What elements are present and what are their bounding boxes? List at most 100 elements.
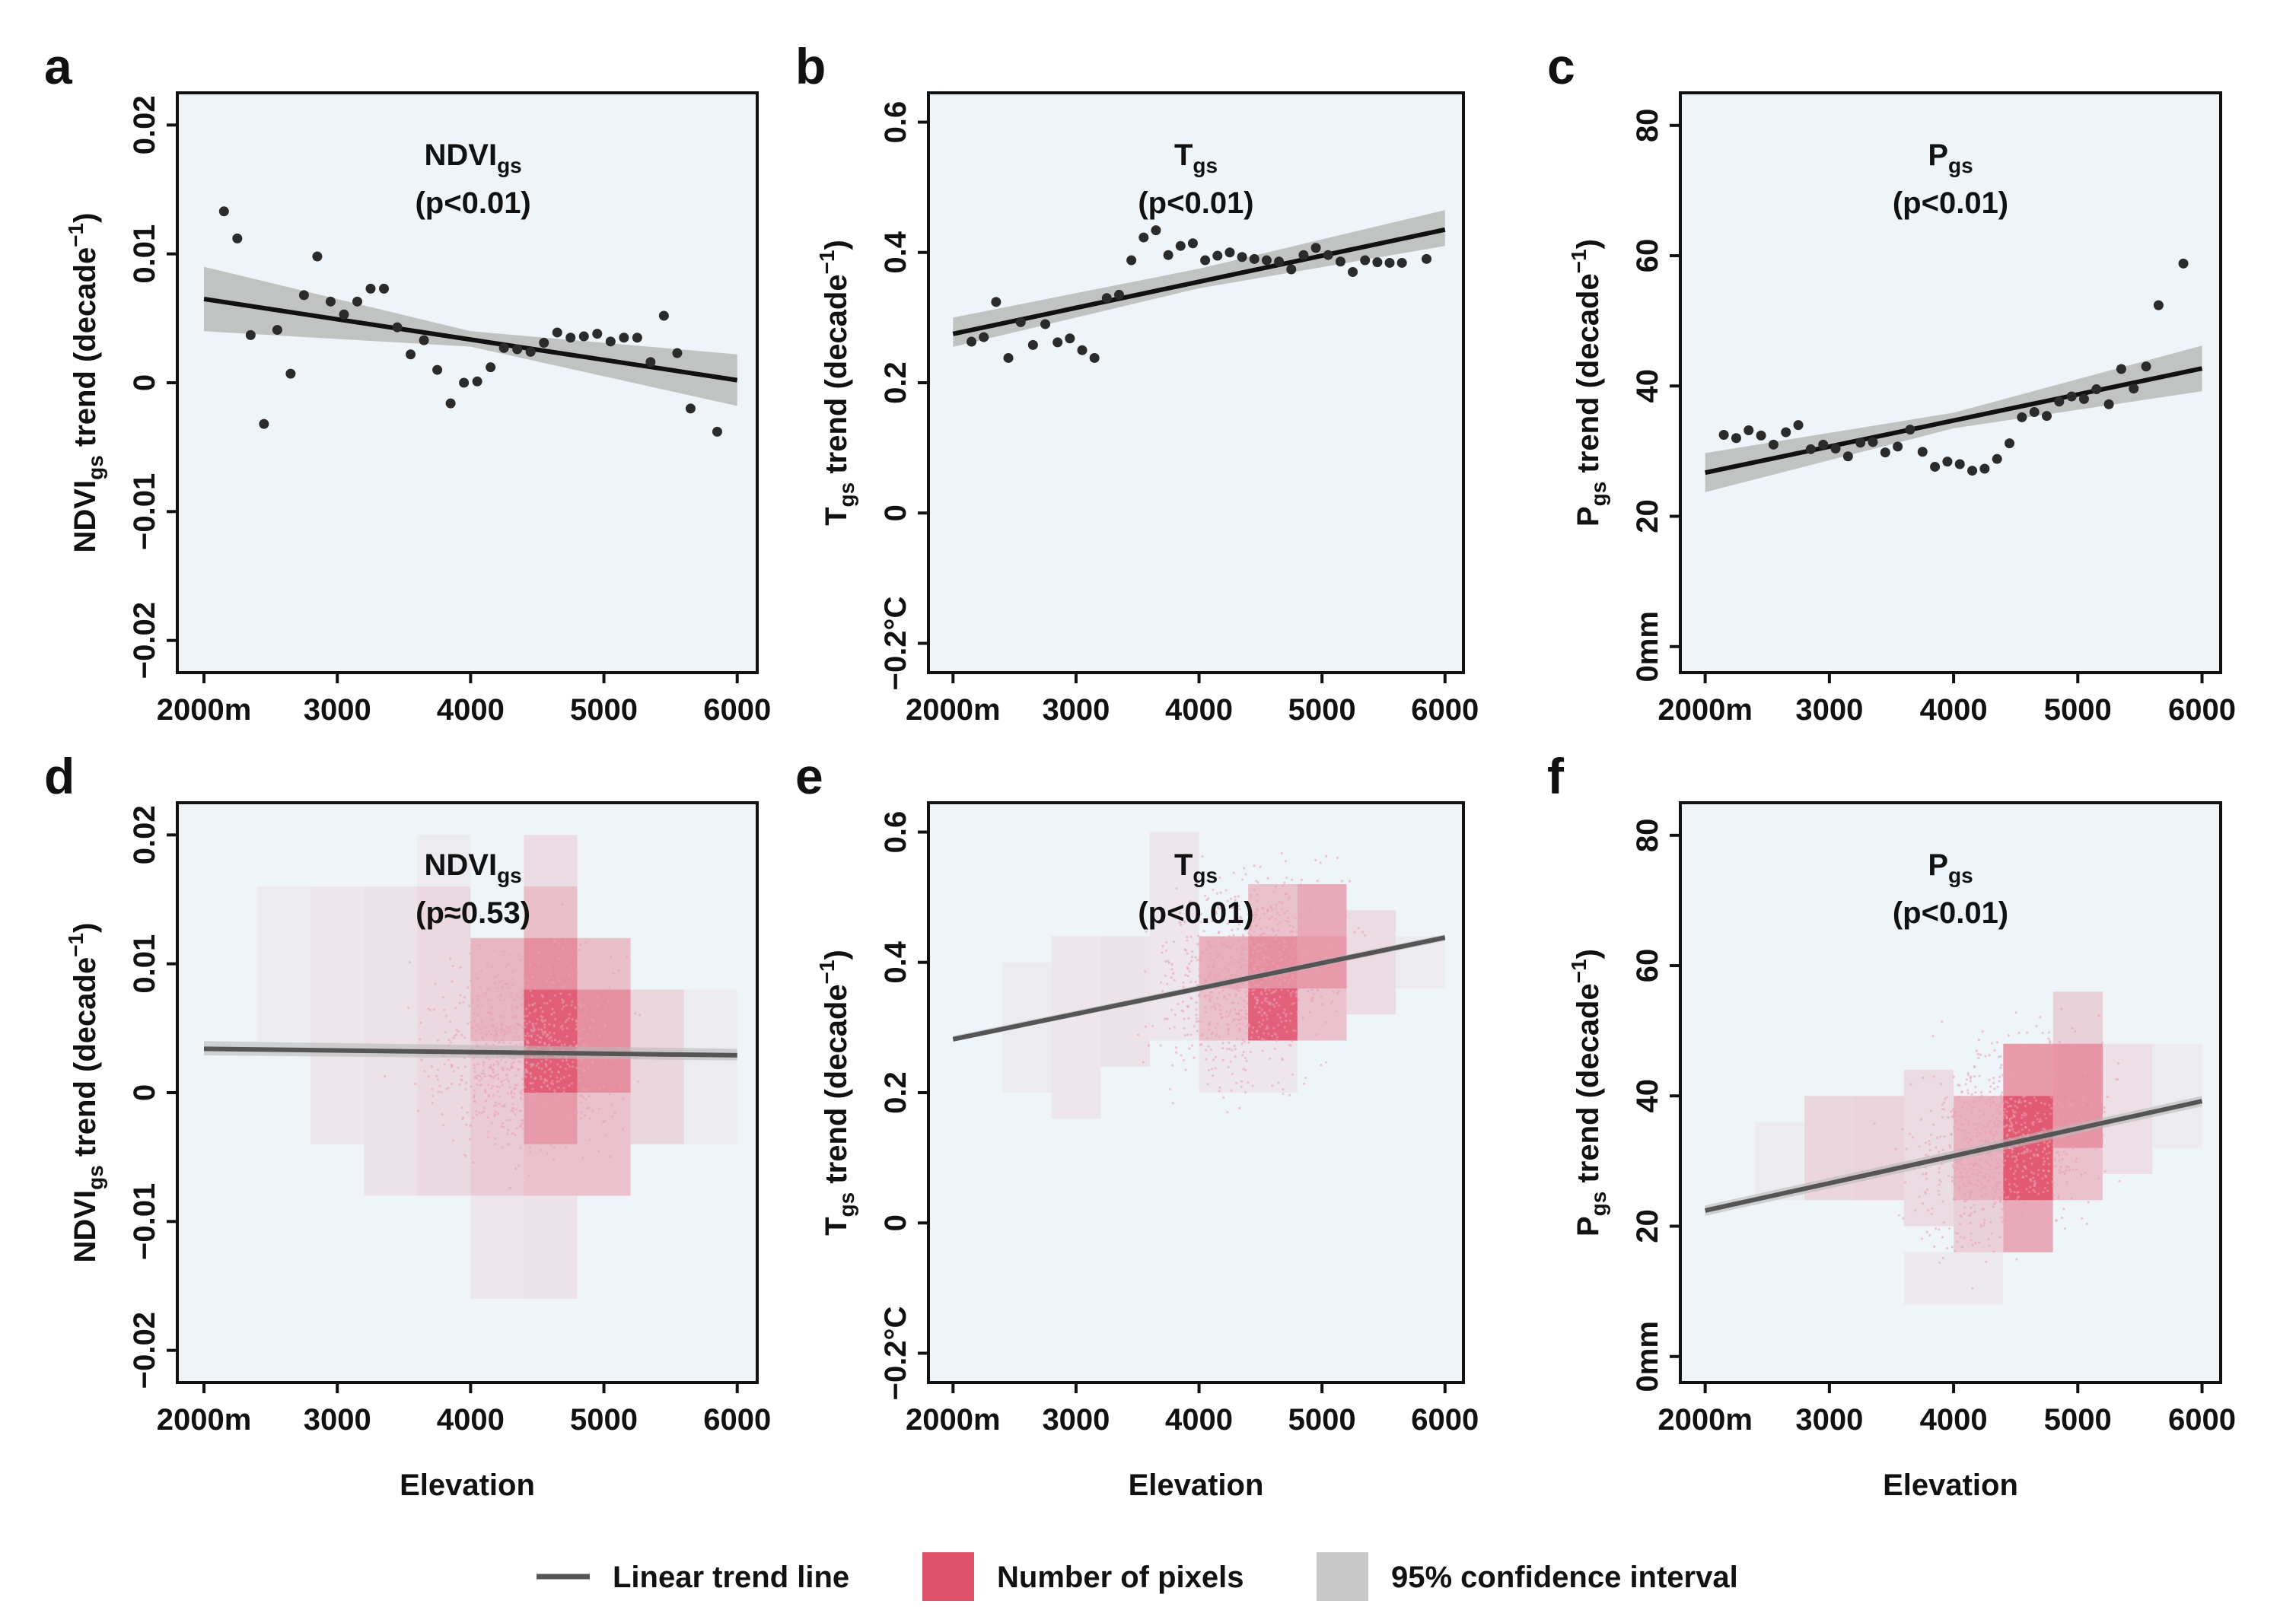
pixel-point: [2058, 1102, 2061, 1106]
pixel-point: [1989, 1090, 1992, 1093]
pixel-point: [1204, 1006, 1207, 1009]
pixel-point: [531, 975, 534, 979]
pixel-point: [1979, 1223, 1982, 1227]
pixel-point: [460, 1074, 463, 1077]
pixel-point: [530, 1034, 533, 1037]
pixel-point: [2043, 1112, 2046, 1115]
pixel-point: [1212, 1074, 1215, 1077]
pixel-point: [1919, 1118, 1923, 1121]
density-cell: [470, 937, 524, 1042]
pixel-point: [438, 1084, 441, 1087]
pixel-point: [522, 1083, 525, 1086]
pixel-point: [1184, 1068, 1187, 1071]
pixel-point: [488, 1058, 491, 1061]
pixel-point: [2090, 1103, 2093, 1106]
pixel-point: [521, 1077, 524, 1080]
pixel-point: [1988, 1054, 1991, 1057]
pixel-point: [1161, 989, 1164, 993]
density-cell: [1346, 910, 1396, 1015]
pixel-point: [1237, 960, 1240, 963]
pixel-point: [511, 1132, 514, 1135]
data-point: [1089, 352, 1100, 363]
pixel-point: [1985, 1260, 1988, 1264]
pixel-point: [1250, 1036, 1253, 1039]
pixel-point: [1173, 1026, 1176, 1029]
pixel-point: [430, 1065, 434, 1068]
pixel-point: [2001, 1220, 2004, 1224]
pixel-point: [1256, 908, 1259, 911]
pixel-point: [579, 944, 582, 947]
pixel-point: [612, 972, 615, 975]
pixel-point: [1299, 883, 1302, 886]
pixel-point: [2033, 1078, 2036, 1081]
pixel-point: [1182, 981, 1185, 984]
pixel-point: [2032, 1121, 2035, 1124]
pixel-point: [2023, 1043, 2026, 1047]
data-point: [1212, 250, 1223, 261]
pixel-point: [554, 1017, 557, 1020]
pixel-point: [604, 1134, 608, 1137]
pixel-point: [545, 1058, 548, 1061]
pixel-point: [2006, 1154, 2009, 1158]
pixel-point: [1938, 1166, 1941, 1170]
pixel-point: [1273, 998, 1276, 1001]
pixel-point: [2048, 1151, 2051, 1154]
pixel-point: [1244, 1068, 1247, 1072]
pixel-point: [2009, 1097, 2012, 1101]
pixel-point: [543, 1071, 546, 1074]
pixel-point: [2000, 1096, 2003, 1100]
pixel-point: [1249, 934, 1252, 937]
pixel-point: [1211, 1033, 1214, 1036]
pixel-point: [571, 1000, 574, 1004]
pixel-point: [1218, 876, 1221, 879]
pixel-point: [1978, 1096, 1981, 1099]
pixel-point: [1310, 988, 1314, 991]
y-tick-label: −0.2°C: [879, 1306, 912, 1401]
pixel-point: [1938, 1183, 1941, 1186]
pixel-point: [2020, 1247, 2023, 1250]
pixel-point: [1215, 910, 1218, 913]
pixel-point: [1979, 1164, 1982, 1167]
pixel-point: [1278, 914, 1282, 917]
pixel-point: [1998, 1165, 2001, 1168]
plot-content: [203, 206, 738, 437]
pixel-point: [1229, 1060, 1232, 1063]
pixel-point: [2021, 1152, 2024, 1155]
pixel-point: [543, 1041, 546, 1045]
pixel-point: [2013, 1190, 2016, 1194]
data-point: [1372, 257, 1383, 268]
pixel-point: [1873, 1122, 1876, 1125]
pixel-point: [1307, 985, 1310, 988]
pixel-point: [2051, 1180, 2054, 1183]
pixel-point: [513, 1092, 516, 1095]
pixel-point: [583, 1013, 586, 1017]
trend-line: [203, 1046, 737, 1058]
pixel-point: [1214, 1007, 1217, 1010]
pixel-point: [2049, 1112, 2052, 1115]
data-point: [406, 349, 416, 360]
pixel-point: [562, 999, 565, 1003]
pixel-point: [546, 1079, 549, 1083]
pixel-point: [1981, 1174, 1984, 1177]
pixel-point: [1151, 1024, 1154, 1028]
pixel-point: [2091, 1145, 2094, 1148]
pixel-point: [1285, 985, 1288, 988]
pixel-point: [1949, 1110, 1953, 1113]
pixel-point: [2054, 1087, 2057, 1090]
pixel-point: [2033, 1190, 2036, 1194]
pixel-point: [2016, 1166, 2019, 1169]
pixel-point: [431, 1087, 434, 1090]
pixel-point: [2032, 1189, 2035, 1192]
pixel-point: [486, 986, 489, 989]
pixel-point: [496, 987, 499, 990]
pixel-point: [572, 1065, 575, 1068]
pixel-point: [1996, 1108, 1999, 1111]
data-point: [1138, 232, 1149, 243]
pixel-point: [492, 1068, 495, 1071]
pixel-point: [1243, 999, 1246, 1002]
pixel-point: [1247, 985, 1251, 988]
pixel-point: [1215, 970, 1218, 973]
pixel-point: [1178, 912, 1182, 915]
pixel-point: [1992, 1081, 1995, 1085]
pixel-point: [1252, 919, 1255, 923]
